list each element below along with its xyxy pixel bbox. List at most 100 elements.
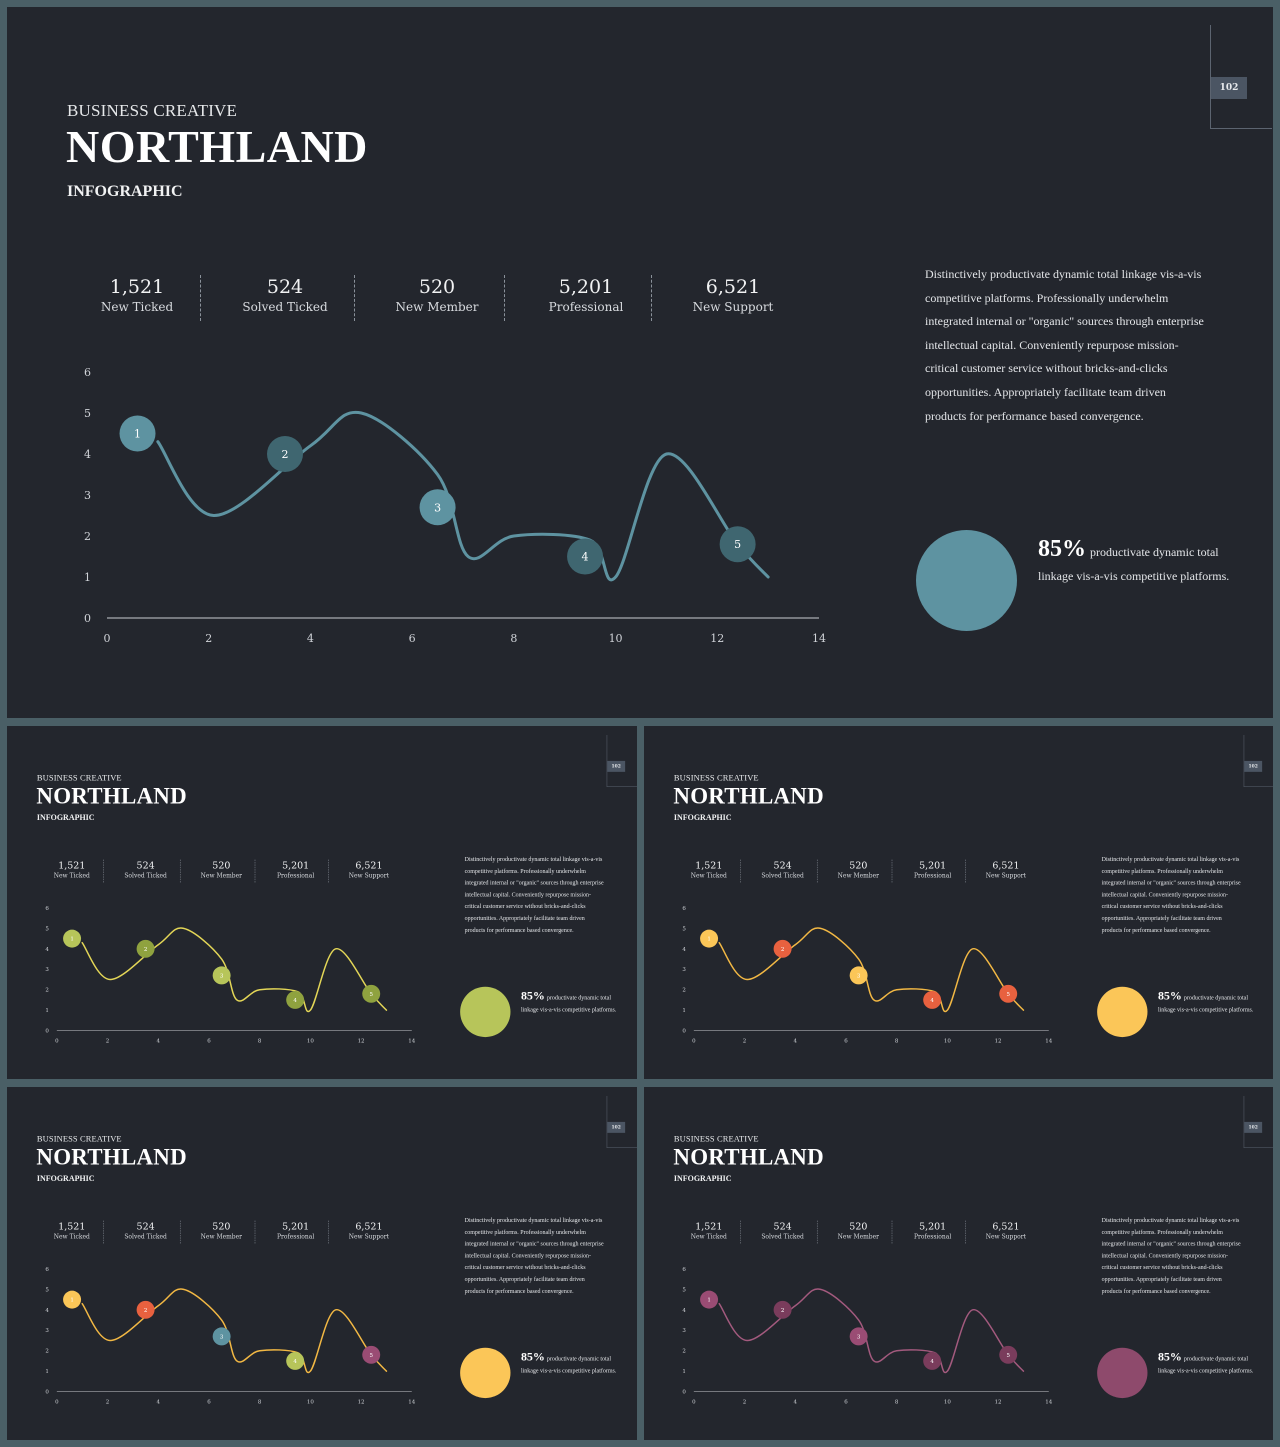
slide-thumbnail-green[interactable]: BUSINESS CREATIVE NORTHLAND INFOGRAPHIC … <box>7 726 637 1079</box>
y-tick-label: 5 <box>84 407 91 420</box>
stat-solved-ticked: 524 Solved Ticked <box>215 275 355 315</box>
stat-label: New Ticked <box>53 872 90 880</box>
stat-label: New Ticked <box>53 1233 90 1241</box>
slide-thumbnail-yellow[interactable]: BUSINESS CREATIVE NORTHLAND INFOGRAPHIC … <box>7 1087 637 1440</box>
data-point-label: 2 <box>282 448 289 461</box>
series-line <box>81 927 388 1013</box>
header-big-title: NORTHLAND <box>673 782 824 809</box>
slide-thumbnail-orange[interactable]: BUSINESS CREATIVE NORTHLAND INFOGRAPHIC … <box>644 726 1273 1079</box>
slide-thumbnail-purple[interactable]: BUSINESS CREATIVE NORTHLAND INFOGRAPHIC … <box>644 1087 1273 1440</box>
x-tick-label: 0 <box>104 632 111 645</box>
x-tick-label: 8 <box>258 1400 262 1406</box>
stat-value: 520 <box>212 860 231 872</box>
stat-new-ticked: 1,521 New Ticked <box>674 860 744 880</box>
x-tick-label: 2 <box>106 1400 109 1406</box>
data-point-marker <box>567 538 604 575</box>
x-tick-label: 10 <box>609 632 623 645</box>
header-subtitle: INFOGRAPHIC <box>67 183 183 200</box>
data-point-marker <box>773 939 792 958</box>
x-tick-label: 10 <box>307 1039 314 1045</box>
x-tick-label: 8 <box>895 1039 899 1045</box>
description-text: Distinctively productivate dynamic total… <box>925 267 1204 423</box>
highlight-text: productivate dynamic total linkage vis-a… <box>520 1355 617 1375</box>
stat-professional: 5,201 Professional <box>261 860 331 880</box>
header-small-title: BUSINESS CREATIVE <box>673 772 759 783</box>
stat-label: Professional <box>277 872 315 880</box>
stat-value: 520 <box>212 1221 231 1233</box>
highlight-percent: 85% <box>1157 989 1182 1003</box>
x-tick-label: 10 <box>944 1039 951 1045</box>
header-small-title: BUSINESS CREATIVE <box>36 772 122 783</box>
slide-content: BUSINESS CREATIVE NORTHLAND INFOGRAPHIC … <box>7 1087 637 1440</box>
slide-main: BUSINESS CREATIVE NORTHLAND INFOGRAPHIC … <box>7 7 1273 718</box>
stat-label: New Support <box>985 1233 1027 1241</box>
stat-new-support: 6,521 New Support <box>971 1221 1041 1241</box>
stat-label: Solved Ticked <box>761 872 804 880</box>
y-tick-label: 6 <box>682 1267 686 1273</box>
y-tick-label: 1 <box>682 1008 685 1014</box>
data-point-label: 5 <box>369 1353 373 1359</box>
stat-value: 6,521 <box>355 860 383 872</box>
x-tick-label: 14 <box>408 1400 415 1406</box>
data-point-label: 1 <box>707 937 710 943</box>
x-tick-label: 14 <box>408 1039 415 1045</box>
stat-value: 524 <box>136 1221 155 1233</box>
x-tick-label: 4 <box>157 1400 161 1406</box>
y-tick-label: 3 <box>45 967 49 973</box>
x-tick-label: 14 <box>1045 1039 1052 1045</box>
y-tick-label: 0 <box>45 1029 49 1035</box>
x-tick-label: 6 <box>207 1400 211 1406</box>
highlight-percent: 85% <box>1038 536 1086 562</box>
x-tick-label: 10 <box>944 1400 951 1406</box>
x-tick-label: 4 <box>794 1400 798 1406</box>
y-tick-label: 1 <box>84 571 91 584</box>
x-tick-label: 6 <box>207 1039 211 1045</box>
y-tick-label: 6 <box>682 906 686 912</box>
data-point-label: 1 <box>70 937 73 943</box>
data-point-marker <box>700 1290 719 1309</box>
stat-value: 524 <box>773 1221 792 1233</box>
x-tick-label: 12 <box>995 1039 1002 1045</box>
description-text: Distinctively productivate dynamic total… <box>1101 855 1241 934</box>
data-point-marker <box>119 415 156 452</box>
page-number-badge: 102 <box>1244 1121 1263 1133</box>
header-big-title: NORTHLAND <box>673 1143 824 1170</box>
stat-solved-ticked: 524 Solved Ticked <box>748 860 818 880</box>
highlight-text: productivate dynamic total linkage vis-a… <box>520 994 617 1014</box>
x-tick-label: 12 <box>358 1039 365 1045</box>
stats-row: 1,521 New Ticked 524 Solved Ticked 520 N… <box>674 1220 1053 1246</box>
stats-row: 1,521 New Ticked 524 Solved Ticked 520 N… <box>67 275 827 325</box>
stat-label: New Member <box>395 300 479 314</box>
stat-label: New Support <box>348 872 390 880</box>
percent-bubble <box>1097 986 1148 1038</box>
stat-label: New Support <box>985 872 1027 880</box>
corner-divider-vertical <box>1210 25 1211 129</box>
stat-value: 520 <box>849 860 868 872</box>
data-point-label: 4 <box>293 998 297 1004</box>
header-small-title: BUSINESS CREATIVE <box>67 101 238 120</box>
header-small-title: BUSINESS CREATIVE <box>36 1133 122 1144</box>
x-tick-label: 10 <box>307 1400 314 1406</box>
stats-row: 1,521 New Ticked 524 Solved Ticked 520 N… <box>37 1220 416 1246</box>
header-big-title: NORTHLAND <box>36 1143 187 1170</box>
data-point-label: 5 <box>734 538 741 551</box>
stat-label: Professional <box>277 1233 315 1241</box>
page-number-badge: 102 <box>607 760 626 772</box>
y-tick-label: 0 <box>84 612 91 625</box>
data-point-label: 1 <box>707 1298 710 1304</box>
x-tick-label: 2 <box>743 1039 746 1045</box>
data-point-label: 2 <box>781 947 784 953</box>
description-text: Distinctively productivate dynamic total… <box>464 855 604 934</box>
stat-label: New Ticked <box>690 872 727 880</box>
stat-label: New Ticked <box>690 1233 727 1241</box>
x-tick-label: 14 <box>812 632 826 645</box>
data-point-marker <box>719 526 756 563</box>
stat-value: 1,521 <box>695 1221 723 1233</box>
stat-value: 6,521 <box>355 1221 383 1233</box>
stat-value: 5,201 <box>282 860 310 872</box>
stat-label: New Support <box>348 1233 390 1241</box>
stat-professional: 5,201 Professional <box>261 1221 331 1241</box>
